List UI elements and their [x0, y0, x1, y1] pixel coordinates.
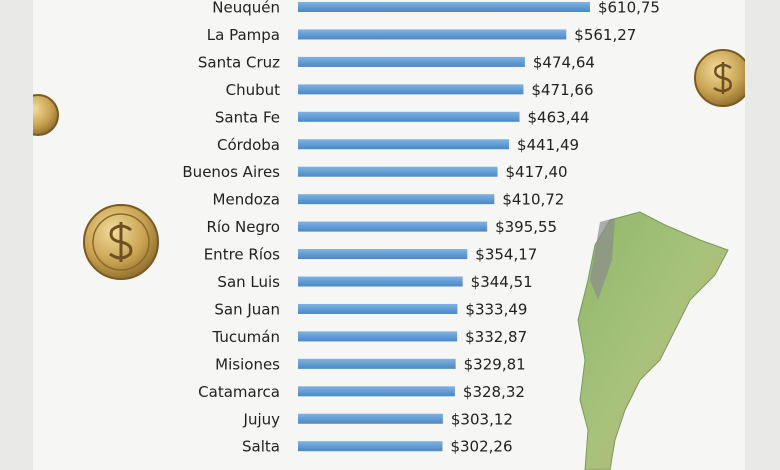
category-label: Entre Ríos — [204, 246, 280, 264]
coin — [694, 49, 752, 107]
value-label: $354,17 — [475, 246, 537, 264]
bar — [298, 84, 524, 95]
bar — [298, 413, 443, 424]
category-label: Buenos Aires — [182, 163, 280, 181]
value-label: $395,55 — [495, 218, 557, 236]
bar — [298, 303, 458, 314]
bar — [298, 358, 456, 369]
category-label: Santa Fe — [215, 108, 280, 126]
bar — [298, 2, 590, 12]
category-label: Córdoba — [217, 136, 280, 154]
bar — [298, 331, 458, 342]
category-label: Jujuy — [243, 410, 281, 428]
bar — [298, 111, 520, 122]
bar — [298, 29, 567, 40]
bar — [298, 386, 455, 397]
bar — [298, 166, 498, 177]
value-label: $344,51 — [471, 273, 533, 291]
category-label: Santa Cruz — [198, 53, 280, 71]
value-label: $441,49 — [517, 136, 579, 154]
value-label: $333,49 — [465, 300, 527, 318]
bar — [298, 249, 468, 260]
side — [745, 0, 780, 470]
value-label: $332,87 — [465, 328, 527, 346]
category-label: San Luis — [217, 273, 280, 291]
value-label: $610,75 — [598, 0, 660, 17]
bar — [298, 441, 443, 452]
value-label: $329,81 — [464, 355, 526, 373]
category-label: Chubut — [226, 81, 281, 99]
value-label: $463,44 — [528, 108, 590, 126]
value-label: $410,72 — [502, 191, 564, 209]
category-label: Mendoza — [213, 191, 280, 209]
category-label: San Juan — [214, 300, 280, 318]
category-label: Salta — [242, 438, 280, 456]
category-label: Tucumán — [212, 328, 280, 346]
value-label: $471,66 — [531, 81, 593, 99]
value-label: $328,32 — [463, 383, 525, 401]
value-label: $302,26 — [450, 438, 512, 456]
coin — [83, 204, 159, 280]
category-label: Neuquén — [212, 0, 280, 17]
bar — [298, 221, 488, 232]
bar — [298, 276, 463, 287]
value-label: $474,64 — [533, 53, 595, 71]
bar — [298, 56, 525, 67]
category-label: La Pampa — [207, 26, 280, 44]
bar — [298, 194, 495, 205]
category-label: Misiones — [215, 355, 280, 373]
category-label: Catamarca — [198, 383, 280, 401]
bar — [298, 139, 510, 150]
value-label: $417,40 — [506, 163, 568, 181]
value-label: $303,12 — [451, 410, 513, 428]
map — [577, 211, 729, 470]
side — [0, 0, 33, 470]
category-label: Río Negro — [206, 218, 280, 236]
value-label: $561,27 — [574, 26, 636, 44]
